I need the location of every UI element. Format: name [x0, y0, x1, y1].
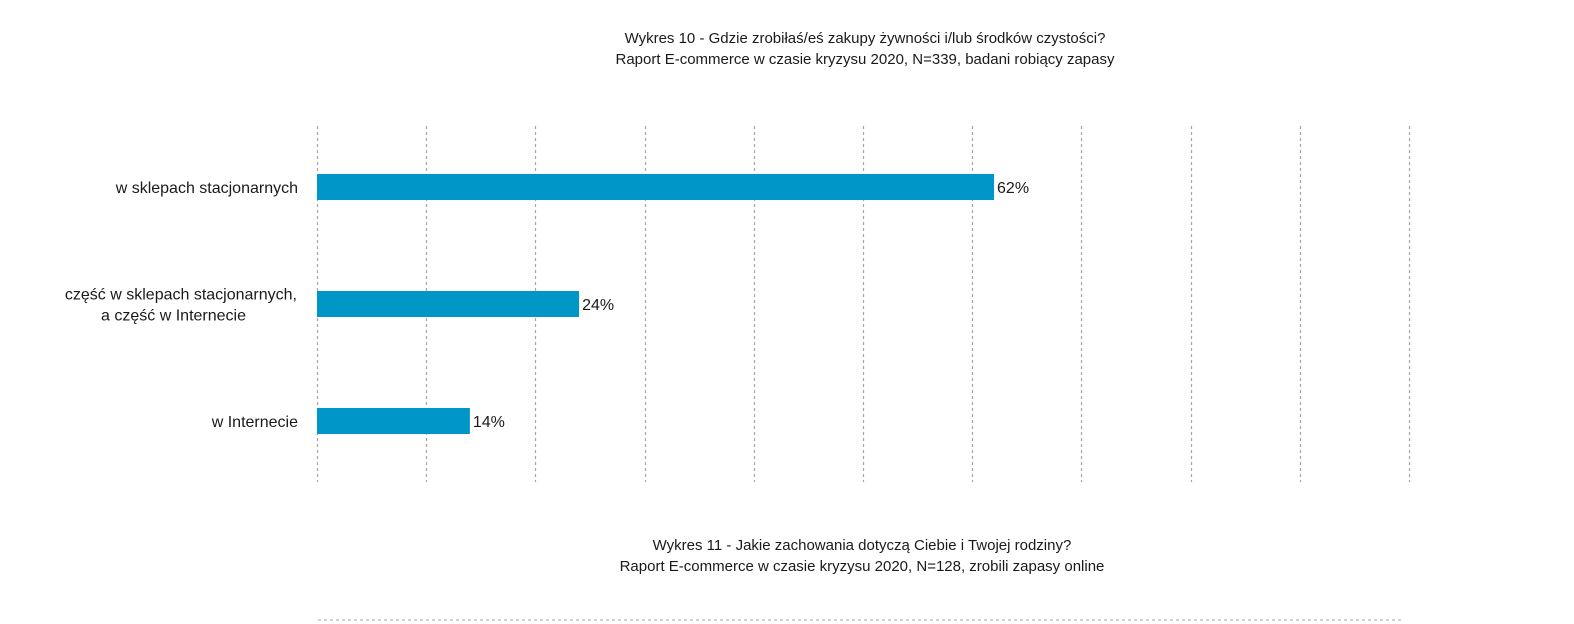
chart-10-subtitle: Raport E-commerce w czasie kryzysu 2020,… — [615, 51, 1115, 68]
chart-11-title: Wykres 11 - Jakie zachowania dotyczą Cie… — [652, 537, 1072, 554]
value-label: 14% — [473, 414, 505, 431]
category-labels: w sklepach stacjonarnych część w sklepach… — [65, 180, 298, 431]
category-label: w sklepach stacjonarnych — [115, 180, 298, 197]
value-labels: 62% 24% 14% — [473, 180, 1029, 431]
category-label: w Internecie — [211, 414, 298, 431]
chart-11-subtitle: Raport E-commerce w czasie kryzysu 2020,… — [619, 558, 1105, 575]
bar — [317, 174, 995, 200]
chart-10-title: Wykres 10 - Gdzie zrobiłaś/eś zakupy żyw… — [624, 30, 1106, 47]
chart-10-heading: Wykres 10 - Gdzie zrobiłaś/eś zakupy żyw… — [0, 28, 1574, 70]
bar — [317, 408, 470, 434]
bars — [317, 174, 995, 434]
value-label: 62% — [997, 180, 1029, 197]
bar — [317, 291, 580, 317]
value-label: 24% — [582, 297, 614, 314]
chart-11-heading: Wykres 11 - Jakie zachowania dotyczą Cie… — [0, 535, 1574, 577]
category-label: część w sklepach stacjonarnych, a część w… — [65, 287, 297, 325]
